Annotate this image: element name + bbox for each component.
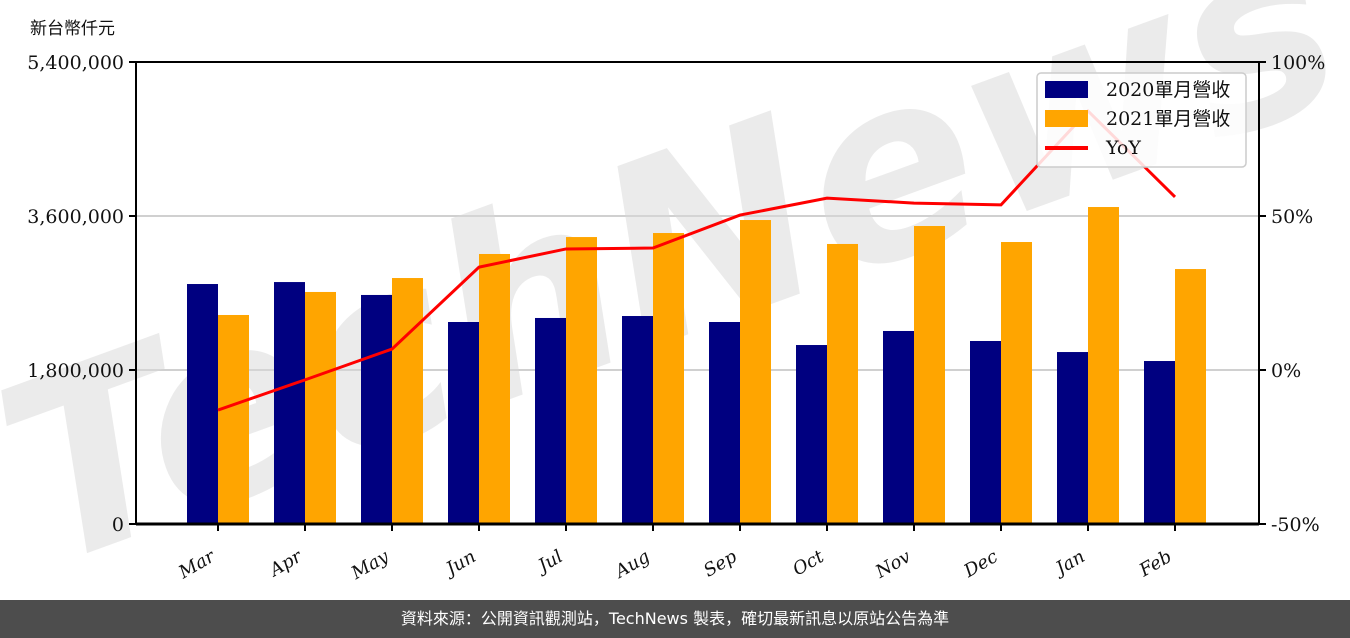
bar-2020 [709,322,740,524]
y-tick-label: 5,400,000 [27,52,124,74]
yoy-line [217,108,1177,412]
bar-2020 [187,284,218,524]
legend-label: YoY [1105,137,1141,159]
bar-2021 [305,291,336,524]
legend-swatch-2020 [1045,81,1088,98]
x-tick-label: Jul [531,546,566,579]
bar-2021 [1088,207,1119,524]
y-tick-label: 0 [112,514,124,536]
legend-label: 2020單月營收 [1106,79,1230,101]
bar-2021 [740,220,771,524]
x-tick-label: Jan [1049,546,1089,581]
bar-2021 [653,233,684,524]
y2-tick-label: -50% [1271,514,1320,536]
bar-2020 [448,322,479,524]
x-tick-label: Apr [265,545,307,581]
y2-tick-label: 50% [1271,206,1313,228]
bar-2020 [361,294,392,524]
bar-2020 [274,282,305,524]
bar-2021 [392,278,423,524]
x-tick-label: Oct [789,546,828,581]
bar-2020 [970,340,1001,524]
bar-2021 [914,226,945,524]
bar-2021 [827,243,858,524]
legend-swatch-2021 [1045,110,1088,127]
x-tick-label: Aug [610,546,654,583]
x-tick-label: Sep [700,546,741,582]
y-axis-unit-label: 新台幣仟元 [30,19,115,39]
bar-2020 [622,316,653,524]
x-tick-label: Dec [960,546,1002,582]
bar-2020 [1057,352,1088,524]
y2-tick-label: 100% [1271,52,1325,74]
bar-2021 [1001,242,1032,524]
y-tick-label: 1,800,000 [27,360,124,382]
source-footer: 資料來源：公開資訊觀測站，TechNews 製表，確切最新訊息以原站公告為準 [0,600,1350,638]
bar-2021 [479,253,510,524]
bar-2020 [535,317,566,524]
bar-2020 [883,330,914,524]
bar-2021 [566,237,597,524]
y-tick-label: 3,600,000 [27,206,124,228]
x-tick-label: Feb [1135,546,1176,582]
x-tick-label: Nov [871,546,914,583]
bar-2021 [218,314,249,524]
bar-2021 [1175,269,1206,524]
bars-group [187,207,1206,524]
bar-2020 [796,345,827,524]
x-tick-label: Jun [439,546,479,581]
legend-label: 2021單月營收 [1106,108,1230,130]
x-tick-label: May [347,546,393,585]
revenue-chart: TechNews01,800,0003,600,0005,400,000-50%… [0,0,1350,600]
bar-2020 [1144,361,1175,524]
y2-tick-label: 0% [1271,360,1301,382]
legend: 2020單月營收 2021單月營收 YoY [1036,72,1247,168]
